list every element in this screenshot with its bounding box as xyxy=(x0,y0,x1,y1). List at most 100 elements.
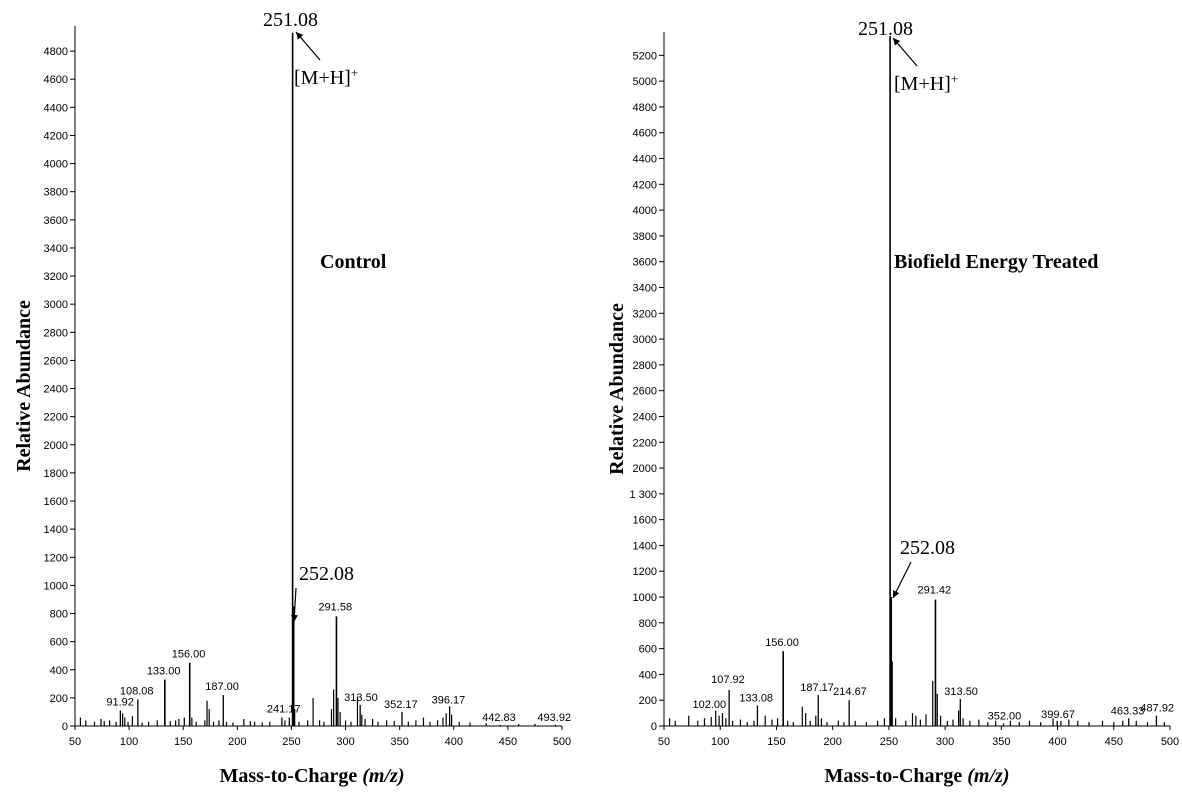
peak-label: 241.17 xyxy=(267,704,301,716)
x-tick-label: 450 xyxy=(499,736,517,748)
sample-label: Control xyxy=(320,251,387,273)
control-spectrum-panel: 0 200 400 600 800 1000 1200 1400 1600 1800 2000 220… xyxy=(13,9,571,787)
y-tick-label: 4200 xyxy=(633,179,657,191)
y-tick-label: 2000 xyxy=(633,463,657,475)
y-tick-label: 4000 xyxy=(44,159,68,171)
peak-label: 313.50 xyxy=(944,686,978,698)
peak-label: 396.17 xyxy=(432,694,466,706)
x-tick-label: 350 xyxy=(992,736,1010,748)
x-tick-label: 150 xyxy=(767,736,785,748)
peak-label: 291.42 xyxy=(917,585,951,597)
y-tick-label: 2200 xyxy=(44,412,68,424)
peak-label: 352.00 xyxy=(988,710,1022,722)
peak-label: 442.83 xyxy=(482,712,516,724)
y-tick-label: 2400 xyxy=(633,411,657,423)
arrowhead-icon xyxy=(290,614,298,622)
peak-label: 399.67 xyxy=(1041,709,1075,721)
x-tick-label: 350 xyxy=(390,736,408,748)
peak-label-major: 251.08 xyxy=(858,18,913,40)
y-tick-label: 3600 xyxy=(44,215,68,227)
x-tick-label: 50 xyxy=(69,736,81,748)
y-tick-label: 800 xyxy=(50,609,68,621)
y-tick-label: 600 xyxy=(50,637,68,649)
y-tick-label: 1000 xyxy=(44,580,68,592)
y-tick-label: 400 xyxy=(50,665,68,677)
y-tick-label: 4400 xyxy=(633,154,657,166)
x-tick-label: 300 xyxy=(936,736,954,748)
y-tick-label: 3000 xyxy=(633,334,657,346)
y-tick-label: 1 300 xyxy=(629,489,657,501)
y-tick-label: 1400 xyxy=(44,524,68,536)
molecular-ion-annotation: [M+H]+ xyxy=(294,65,358,90)
y-tick-label: 2200 xyxy=(633,437,657,449)
y-tick-label: 4600 xyxy=(44,74,68,86)
y-axis-title: Relative Abundance xyxy=(13,300,35,472)
y-tick-label: 200 xyxy=(50,693,68,705)
x-tick-label: 150 xyxy=(174,736,192,748)
y-tick-label: 1000 xyxy=(633,592,657,604)
y-tick-label: 200 xyxy=(639,695,657,707)
x-tick-label: 50 xyxy=(658,736,670,748)
y-tick-label: 400 xyxy=(639,669,657,681)
y-axis-title: Relative Abundance xyxy=(606,303,628,475)
y-tick-label: 1200 xyxy=(633,566,657,578)
arrowhead-icon xyxy=(893,590,900,598)
x-tick-label: 300 xyxy=(336,736,354,748)
x-tick-label: 450 xyxy=(1105,736,1123,748)
peak-label-major: 252.08 xyxy=(900,537,955,559)
y-tick-label: 3400 xyxy=(633,282,657,294)
y-tick-label: 1600 xyxy=(44,496,68,508)
peak-label: 107.92 xyxy=(711,674,745,686)
y-tick-label: 800 xyxy=(639,618,657,630)
x-axis-title: Mass-to-Charge (m/z) xyxy=(825,765,1010,787)
peak-label: 463.33 xyxy=(1111,705,1145,717)
peak-label: 487.92 xyxy=(1140,703,1174,715)
x-tick-label: 400 xyxy=(445,736,463,748)
peak-label: 91.92 xyxy=(106,697,134,709)
peak-label-major: 251.08 xyxy=(263,9,318,31)
x-tick-label: 250 xyxy=(282,736,300,748)
y-tick-label: 3000 xyxy=(44,299,68,311)
y-tick-label: 600 xyxy=(639,644,657,656)
y-tick-label: 4200 xyxy=(44,130,68,142)
y-tick-label: 2800 xyxy=(44,327,68,339)
y-tick-label: 4800 xyxy=(44,46,68,58)
molecular-ion-annotation: [M+H]+ xyxy=(894,71,958,96)
y-tick-label: 0 xyxy=(651,721,657,733)
y-tick-label: 2600 xyxy=(44,355,68,367)
y-tick-label: 4000 xyxy=(633,205,657,217)
arrowhead-icon xyxy=(296,32,304,40)
y-tick-label: 3800 xyxy=(44,187,68,199)
x-tick-label: 500 xyxy=(553,736,571,748)
y-tick-label: 3800 xyxy=(633,231,657,243)
y-tick-label: 3200 xyxy=(44,271,68,283)
peak-label: 291.58 xyxy=(318,601,352,613)
y-tick-label: 4800 xyxy=(633,102,657,114)
peak-label: 156.00 xyxy=(765,637,799,649)
x-tick-label: 200 xyxy=(823,736,841,748)
peak-label: 214.67 xyxy=(833,686,867,698)
y-tick-label: 5000 xyxy=(633,76,657,88)
peak-label: 133.08 xyxy=(739,692,773,704)
peak-label: 102.00 xyxy=(692,699,726,711)
arrowhead-icon xyxy=(893,38,901,46)
y-tick-label: 2000 xyxy=(44,440,68,452)
y-tick-label: 1800 xyxy=(44,468,68,480)
x-axis-title: Mass-to-Charge (m/z) xyxy=(220,765,405,787)
peak-label: 187.00 xyxy=(205,681,239,693)
peak-label: 156.00 xyxy=(172,649,206,661)
peak-label-major: 252.08 xyxy=(299,563,354,585)
peak-label: 313.50 xyxy=(344,692,378,704)
y-tick-label: 1400 xyxy=(633,540,657,552)
peak-label: 493.92 xyxy=(537,712,571,724)
peak-label: 108.08 xyxy=(120,685,154,697)
y-tick-label: 4400 xyxy=(44,102,68,114)
sample-label: Biofield Energy Treated xyxy=(894,251,1098,273)
peak-label: 133.00 xyxy=(147,666,181,678)
y-tick-label: 5200 xyxy=(633,50,657,62)
y-tick-label: 3200 xyxy=(633,308,657,320)
y-tick-label: 3400 xyxy=(44,243,68,255)
treated-spectrum-panel: 0 200 400 600 800 1000 1200 1400 1600 1 300 2000 22… xyxy=(606,18,1179,787)
y-tick-label: 3600 xyxy=(633,257,657,269)
